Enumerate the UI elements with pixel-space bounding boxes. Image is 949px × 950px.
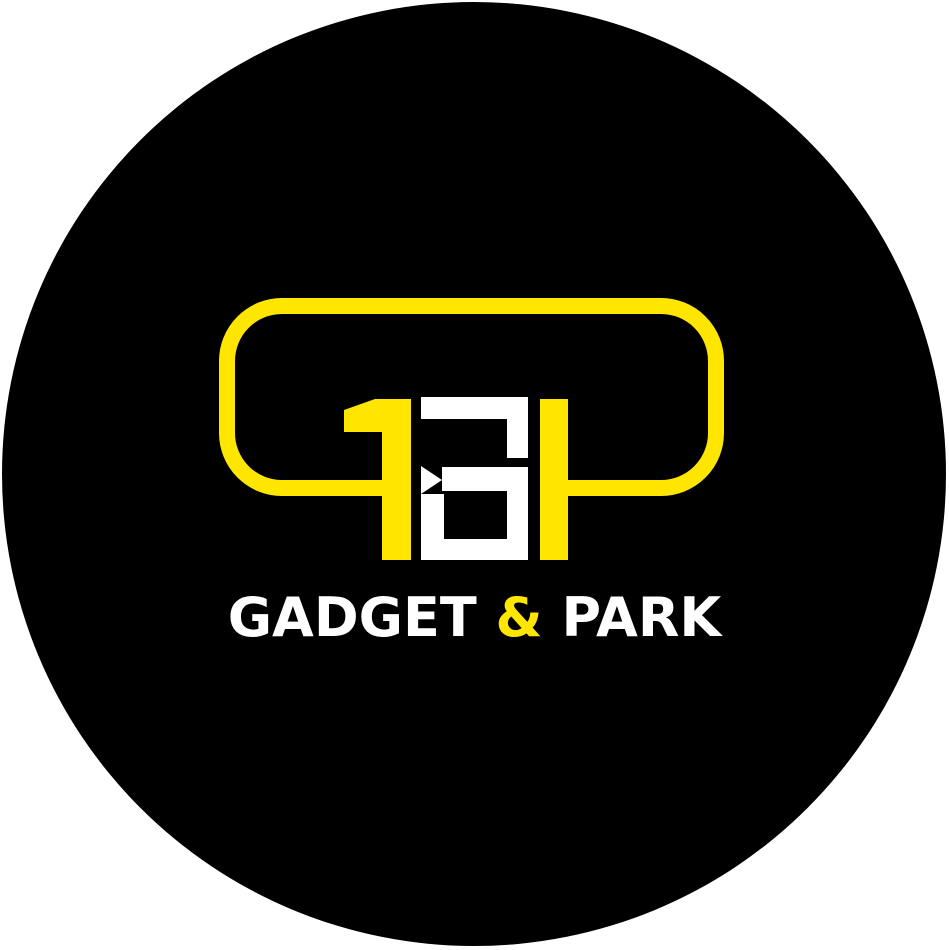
brand-ampersand: & xyxy=(495,586,543,649)
brand-name: GADGET & PARK xyxy=(0,591,949,645)
monogram-icon xyxy=(219,298,724,560)
monogram-p-frame xyxy=(474,298,724,496)
monogram-g-stem xyxy=(344,399,411,560)
monogram-g-frame xyxy=(219,298,474,496)
monogram-p-stem xyxy=(540,399,568,560)
brand-word-park: PARK xyxy=(561,586,722,649)
monogram-ampersand xyxy=(421,397,528,560)
brand-word-gadget: GADGET xyxy=(227,586,477,649)
